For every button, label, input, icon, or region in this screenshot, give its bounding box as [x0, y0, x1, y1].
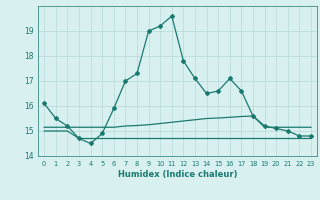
X-axis label: Humidex (Indice chaleur): Humidex (Indice chaleur) — [118, 170, 237, 179]
